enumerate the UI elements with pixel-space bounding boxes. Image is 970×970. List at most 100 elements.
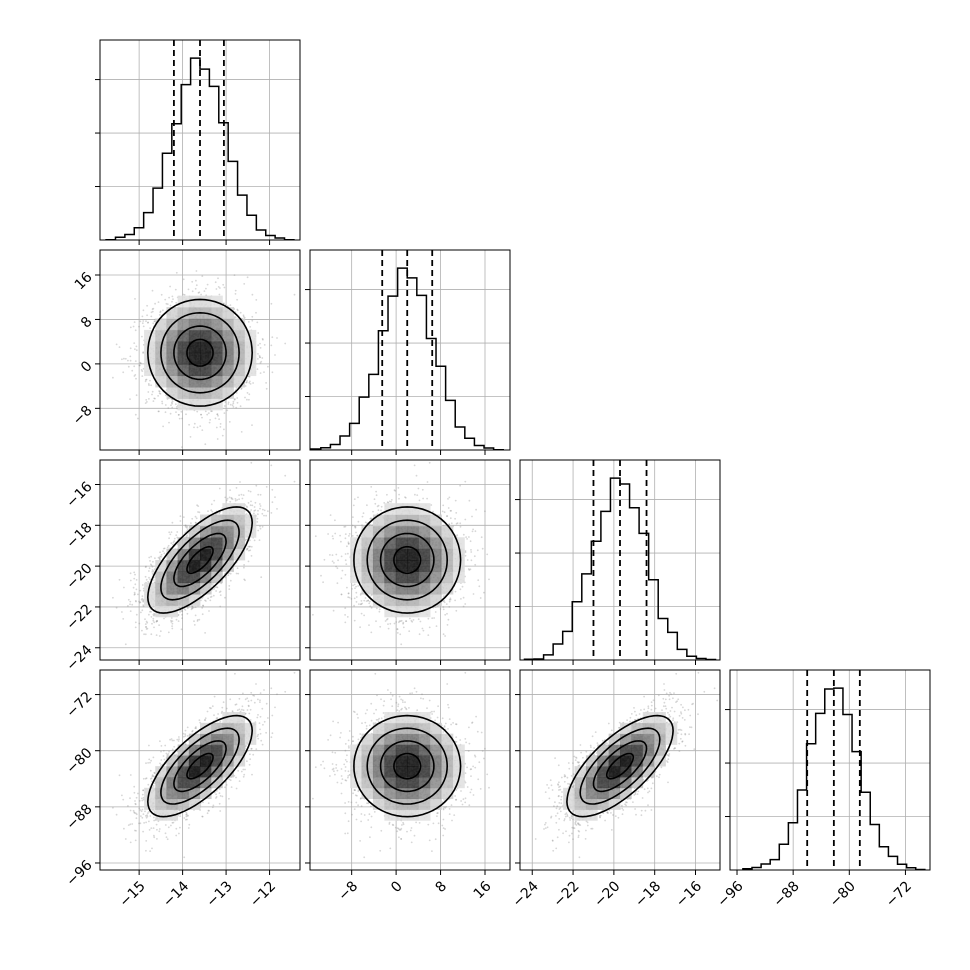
sample-point [134, 583, 137, 586]
density-cell [222, 341, 234, 354]
density-cell [222, 307, 234, 319]
sample-point [158, 392, 161, 395]
sample-point [219, 594, 222, 596]
sample-point [176, 531, 179, 533]
sample-point [167, 407, 170, 409]
sample-point [133, 321, 136, 323]
density-cell [244, 329, 257, 342]
sample-point [142, 367, 145, 370]
sample-point [186, 455, 188, 457]
sample-point [243, 566, 245, 569]
sample-point [175, 411, 177, 413]
sample-point [244, 385, 247, 387]
sample-point [248, 398, 250, 401]
sample-point [152, 570, 155, 572]
sample-point [194, 614, 197, 617]
sample-point [250, 461, 253, 464]
sample-point [251, 315, 254, 318]
sample-point [186, 607, 189, 610]
sample-point [246, 548, 249, 550]
sample-point [196, 410, 199, 413]
density-cell [188, 352, 201, 365]
sample-point [234, 499, 237, 502]
sample-point [134, 374, 137, 376]
sample-point [200, 599, 202, 602]
density-cell [211, 341, 223, 354]
sample-point [195, 522, 197, 524]
density-cell [188, 398, 201, 411]
sample-point [259, 356, 261, 359]
sample-point [214, 281, 217, 284]
sample-point [233, 398, 236, 401]
sample-point [265, 387, 268, 390]
sample-point [142, 351, 145, 354]
sample-point [210, 595, 213, 598]
sample-point [151, 565, 154, 568]
sample-point [131, 369, 134, 372]
sample-point [183, 294, 186, 296]
sample-point [218, 418, 221, 420]
sample-point [184, 524, 187, 527]
sample-point [219, 287, 221, 289]
sample-point [115, 343, 118, 346]
sample-point [257, 529, 260, 532]
sample-point [171, 295, 174, 298]
sample-point [171, 625, 174, 627]
sample-point [147, 321, 149, 324]
sample-point [250, 555, 253, 557]
sample-point [251, 504, 254, 507]
sample-point [240, 493, 243, 496]
sample-point [142, 604, 145, 606]
sample-point [249, 383, 252, 385]
sample-point [177, 414, 180, 416]
sample-point [248, 393, 251, 396]
sample-point [139, 361, 142, 364]
sample-point [247, 321, 250, 323]
sample-point [150, 315, 153, 318]
sample-point [141, 609, 144, 612]
sample-point [153, 621, 156, 624]
sample-point [165, 302, 168, 305]
sample-point [141, 335, 143, 338]
sample-point [203, 290, 206, 292]
sample-point [233, 274, 236, 276]
sample-point [245, 381, 248, 384]
sample-point [246, 548, 248, 551]
sample-point [140, 611, 142, 614]
sample-point [142, 352, 145, 354]
density-cell [155, 318, 167, 331]
sample-point [189, 436, 192, 438]
sample-point [259, 342, 261, 345]
sample-point [207, 510, 209, 512]
sample-point [145, 378, 147, 381]
sample-point [129, 600, 132, 603]
sample-point [142, 309, 145, 312]
sample-point [236, 397, 239, 399]
scatter-panel-1-0 [95, 249, 301, 457]
sample-point [157, 301, 160, 303]
density-cell [200, 318, 212, 331]
sample-point [238, 498, 241, 501]
sample-point [195, 279, 197, 282]
sample-point [204, 410, 207, 413]
sample-point [171, 300, 173, 303]
sample-point [150, 610, 153, 613]
sample-point [163, 547, 166, 550]
sample-point [153, 568, 156, 570]
sample-point [153, 612, 156, 615]
sample-point [118, 346, 121, 348]
sample-point [149, 327, 152, 329]
sample-point [196, 620, 199, 622]
density-cell [233, 318, 246, 331]
sample-point [270, 344, 273, 347]
sample-point [210, 503, 213, 506]
sample-point [146, 627, 149, 630]
sample-point [243, 578, 246, 581]
sample-point [223, 405, 226, 407]
sample-point [191, 607, 194, 610]
sample-point [173, 540, 176, 543]
sample-point [195, 284, 198, 287]
histogram-panel-1 [305, 249, 511, 455]
sample-point [197, 505, 200, 507]
density-cell [244, 341, 257, 354]
